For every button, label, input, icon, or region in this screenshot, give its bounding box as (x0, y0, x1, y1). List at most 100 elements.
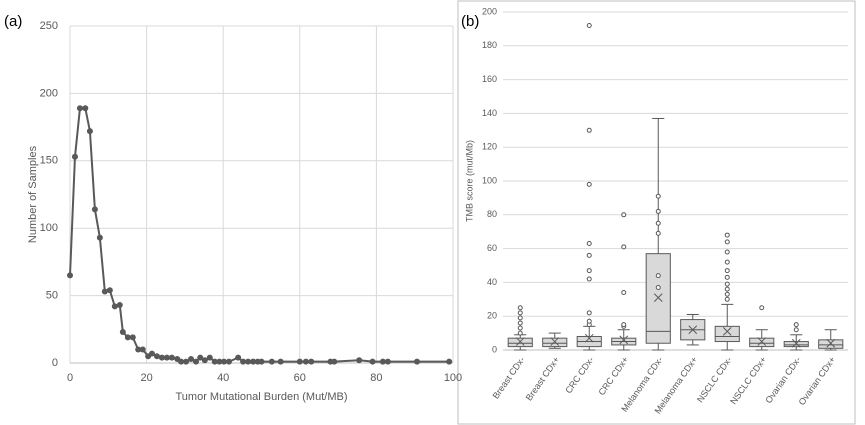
x-tick-label: CRC CDx- (563, 355, 596, 396)
y-tick-label: 160 (482, 74, 497, 84)
y-tick-label: 20 (487, 311, 497, 321)
y-axis-title: Number of Samples (27, 145, 39, 243)
outlier (724, 239, 730, 245)
y-tick-label: 180 (482, 40, 497, 50)
outlier (586, 310, 592, 316)
outlier (759, 305, 765, 311)
panel-label: (a) (4, 13, 22, 30)
data-point (163, 354, 170, 361)
outlier (724, 259, 730, 265)
x-tick-label: Ovarian CDx+ (797, 355, 838, 407)
y-tick-label: 140 (482, 108, 497, 118)
outlier (655, 284, 661, 290)
outlier (586, 318, 592, 324)
data-point (168, 354, 175, 361)
data-point (116, 302, 123, 309)
outlier (655, 273, 661, 279)
data-point (106, 287, 113, 294)
panel-label: (b) (461, 13, 479, 30)
outlier (517, 305, 523, 311)
x-axis-title: Tumor Mutational Burden (Mut/MB) (176, 391, 348, 403)
data-point (369, 358, 376, 365)
mean-marker (826, 338, 836, 348)
mean-marker (688, 325, 698, 335)
data-point (225, 358, 232, 365)
box (542, 337, 568, 348)
data-point (206, 354, 213, 361)
box (818, 339, 844, 349)
mean-marker (550, 337, 560, 346)
y-tick-label: 50 (46, 290, 58, 302)
data-point (67, 272, 73, 279)
data-point (101, 288, 108, 295)
data-point (384, 358, 391, 365)
mean-marker (757, 337, 767, 346)
mean-marker (515, 337, 525, 346)
y-tick-label: 120 (482, 142, 497, 152)
outlier (586, 127, 592, 133)
y-tick-label: 200 (40, 87, 58, 99)
outlier (586, 276, 592, 282)
outlier (517, 325, 523, 331)
x-tick-label: 40 (217, 372, 229, 384)
data-point (119, 328, 126, 335)
x-tick-label: 100 (444, 372, 462, 384)
outlier (586, 181, 592, 187)
data-point (201, 357, 208, 364)
outlier (517, 310, 523, 316)
outlier (724, 249, 730, 255)
outlier (724, 291, 730, 297)
outlier (724, 281, 730, 287)
y-tick-label: 80 (487, 209, 497, 219)
data-point (268, 358, 275, 365)
data-point (356, 357, 363, 364)
data-point (277, 358, 284, 365)
mean-marker (791, 338, 801, 348)
data-point (258, 358, 265, 365)
data-point (220, 358, 227, 365)
outlier (621, 212, 627, 218)
data-point (235, 354, 242, 361)
data-point (158, 354, 165, 361)
outlier (724, 296, 730, 302)
x-tick-label: 80 (370, 372, 382, 384)
outlier (586, 252, 592, 258)
data-line (69, 107, 450, 363)
data-point (139, 346, 146, 353)
data-point (111, 303, 118, 310)
data-point (197, 354, 204, 361)
data-point (296, 358, 303, 365)
data-point (216, 358, 223, 365)
mean-marker (584, 333, 594, 343)
outlier (793, 322, 799, 328)
outlier (655, 208, 661, 214)
x-tick-label: NSCLC CDx- (695, 355, 734, 405)
y-tick-label: 200 (482, 6, 497, 16)
x-tick-label: 0 (67, 372, 73, 384)
data-point (153, 353, 160, 360)
y-tick-label: 100 (40, 222, 58, 234)
data-point (124, 334, 131, 341)
data-point (71, 153, 78, 160)
outlier (621, 244, 627, 250)
outlier (724, 286, 730, 292)
outlier (517, 315, 523, 321)
mean-marker (653, 293, 663, 302)
outlier (586, 268, 592, 274)
data-point (178, 358, 185, 365)
x-tick-label: CRC CDx+ (596, 355, 630, 397)
box (645, 253, 671, 344)
data-point (82, 105, 89, 112)
box (507, 337, 533, 348)
y-tick-label: 250 (40, 20, 58, 32)
data-point (331, 358, 338, 365)
y-tick-label: 0 (52, 357, 58, 369)
outlier (655, 230, 661, 236)
y-tick-label: 60 (487, 243, 497, 253)
outlier (517, 320, 523, 326)
y-axis-title: TMB score (mut/Mb) (464, 140, 474, 222)
data-point (302, 358, 309, 365)
data-point (446, 358, 453, 365)
